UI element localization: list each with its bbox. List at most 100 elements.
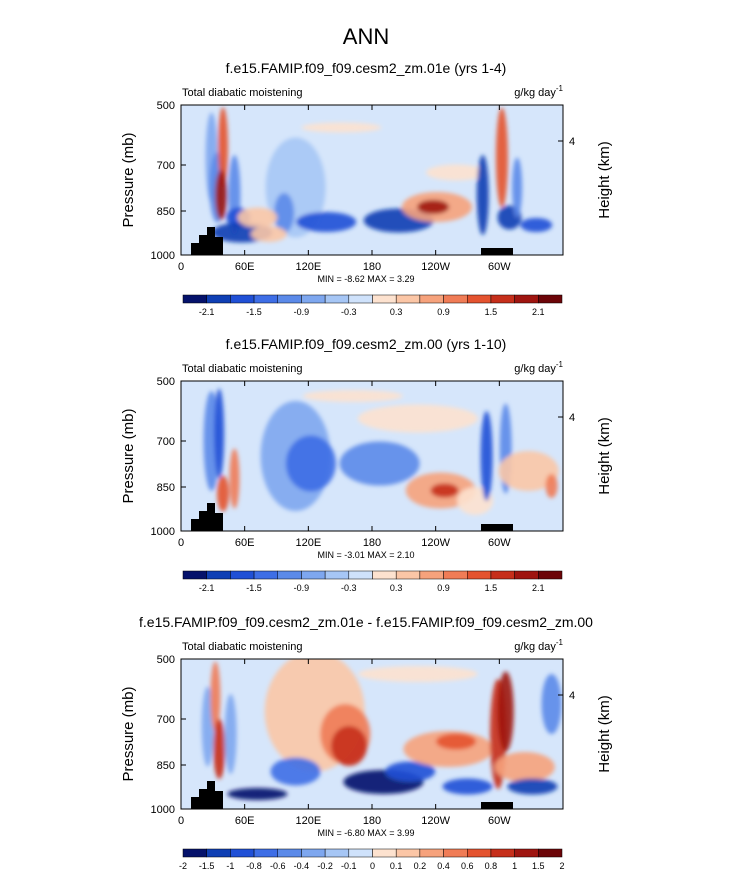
colorbar-label: 0.1 — [390, 861, 403, 871]
colorbar-swatch — [514, 570, 539, 580]
colorbar-label: 0.3 — [390, 583, 403, 593]
y2-tick-label: 4 — [569, 690, 575, 702]
terrain-mask — [191, 503, 223, 531]
y2-tick-label: 4 — [569, 412, 575, 424]
contour-region — [227, 788, 288, 800]
contour-region — [498, 451, 559, 491]
x-tick-label: 0 — [178, 815, 184, 827]
terrain-mask — [191, 781, 223, 809]
contour-region — [270, 757, 321, 786]
y-tick-label: 500 — [157, 654, 175, 666]
contour-region — [430, 483, 459, 498]
contour-region — [339, 441, 420, 486]
colorbar-swatch — [324, 570, 350, 580]
contour-region — [331, 726, 368, 766]
panel-1: f.e15.FAMIP.f09_f09.cesm2_zm.01e (yrs 1-… — [120, 60, 613, 317]
y-tick-label: 850 — [157, 206, 175, 218]
x-tick-label: 120W — [421, 261, 450, 273]
y-tick-label: 850 — [157, 760, 175, 772]
colorbar-swatch — [182, 294, 207, 304]
contour-region — [520, 218, 553, 232]
contour-region — [274, 193, 295, 233]
y-axis-title: Pressure (mb) — [120, 132, 137, 227]
colorbar-swatch — [277, 294, 302, 304]
colorbar-swatch — [395, 294, 421, 304]
colorbar-swatch — [182, 570, 207, 580]
y-tick-label: 1000 — [151, 804, 175, 816]
colorbar-label: 0.2 — [414, 861, 427, 871]
x-tick-label: 120W — [421, 537, 450, 549]
panel-left-label: Total diabatic moistening — [182, 363, 302, 375]
contour-region — [357, 404, 478, 433]
y-tick-label: 500 — [157, 376, 175, 388]
contour-region — [217, 475, 230, 512]
colorbar-swatch — [514, 294, 539, 304]
colorbar-swatch — [230, 848, 255, 858]
contour-region — [497, 671, 514, 752]
colorbar-label: -0.3 — [341, 307, 357, 317]
contour-region — [507, 778, 558, 795]
colorbar-swatch — [490, 294, 515, 304]
panel-left-label: Total diabatic moistening — [182, 87, 302, 99]
x-tick-label: 0 — [178, 261, 184, 273]
x-tick-label: 60E — [235, 815, 255, 827]
y-axis-title: Pressure (mb) — [120, 408, 137, 503]
terrain-mask — [481, 248, 513, 255]
colorbar-label: -1 — [226, 861, 234, 871]
colorbar-swatch — [230, 294, 255, 304]
contour-region — [229, 448, 240, 509]
colorbar-label: 1.5 — [532, 861, 545, 871]
contour-field — [181, 105, 563, 255]
colorbar-swatch — [253, 294, 278, 304]
colorbar-label: -0.1 — [341, 861, 357, 871]
contour-region — [250, 226, 287, 242]
colorbar-swatch — [301, 848, 326, 858]
contour-region — [210, 661, 221, 732]
colorbar-label: 0.6 — [461, 861, 474, 871]
y-tick-label: 850 — [157, 482, 175, 494]
colorbar-swatch — [443, 848, 468, 858]
y-tick-label: 1000 — [151, 250, 175, 262]
colorbar-swatch — [277, 848, 302, 858]
colorbar-swatch — [301, 570, 326, 580]
colorbar-swatch — [206, 570, 231, 580]
colorbar-label: -2 — [179, 861, 187, 871]
colorbar-label: 1 — [512, 861, 517, 871]
contour-region — [302, 390, 403, 402]
contour-region — [426, 164, 487, 181]
contour-region — [417, 200, 450, 214]
panel-units: g/kg day-1 — [514, 84, 563, 99]
colorbar-swatch — [253, 848, 278, 858]
colorbar-label: -0.2 — [317, 861, 333, 871]
colorbar-swatch — [538, 848, 563, 858]
colorbar-label: -0.6 — [270, 861, 286, 871]
colorbar-swatch — [514, 848, 539, 858]
contour-region — [213, 719, 226, 779]
colorbar-swatch — [419, 848, 444, 858]
colorbar-swatch — [372, 294, 397, 304]
contour-region — [545, 474, 558, 498]
colorbar-label: -1.5 — [246, 307, 262, 317]
x-tick-label: 120W — [421, 815, 450, 827]
colorbar-label: 0.9 — [437, 307, 450, 317]
colorbar-swatch — [230, 570, 255, 580]
colorbar-label: 2.1 — [532, 583, 545, 593]
min-max-stats: MIN = -8.62 MAX = 3.29 — [317, 274, 414, 284]
contour-region — [494, 752, 555, 782]
colorbar-swatch — [301, 294, 326, 304]
contour-region — [512, 157, 523, 218]
x-tick-label: 60W — [488, 261, 511, 273]
colorbar-swatch — [253, 570, 278, 580]
colorbar: -2.1 -1.5 -0.9 -0.3 0.3 0.9 1.5 2.1 — [182, 294, 563, 317]
colorbar-label: 2 — [559, 861, 564, 871]
colorbar-swatch — [443, 294, 468, 304]
colorbar-swatch — [467, 294, 492, 304]
terrain-mask — [481, 802, 513, 809]
y2-tick-label: 4 — [569, 136, 575, 148]
contour-region — [442, 778, 493, 795]
colorbar-swatch — [348, 848, 373, 858]
colorbar-label: -2.1 — [199, 583, 215, 593]
colorbar-label: 0.9 — [437, 583, 450, 593]
colorbar-label: 1.5 — [485, 307, 498, 317]
colorbar-swatch — [182, 848, 207, 858]
